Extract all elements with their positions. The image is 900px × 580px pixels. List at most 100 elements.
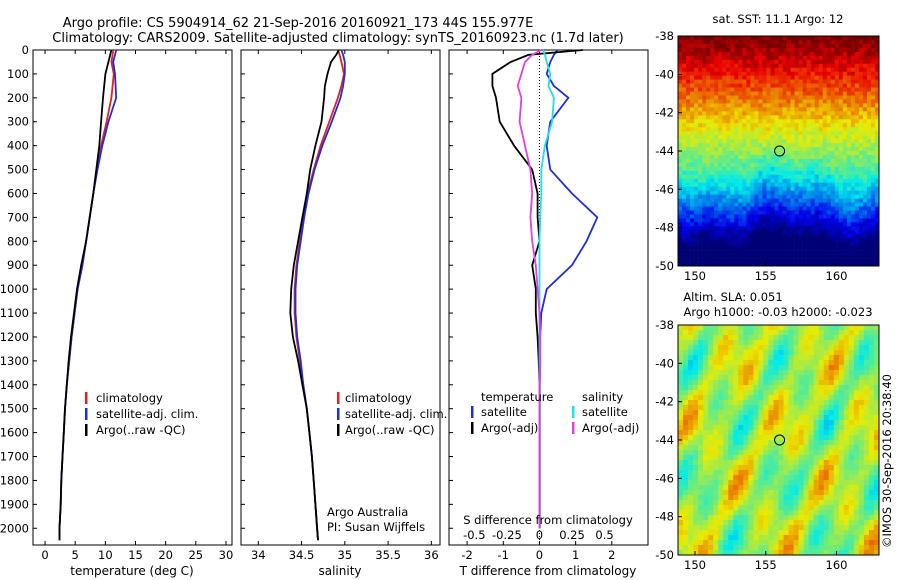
- heatmap-cell: [694, 131, 699, 136]
- heatmap-cell: [698, 166, 703, 172]
- heatmap-cell: [754, 47, 759, 53]
- heatmap-cell: [753, 550, 759, 556]
- heatmap-cell: [842, 154, 848, 160]
- heatmap-cell: [850, 111, 856, 116]
- heatmap-cell: [778, 390, 784, 396]
- heatmap-cell: [706, 214, 711, 219]
- heatmap-cell: [742, 39, 747, 45]
- heatmap-cell: [798, 400, 804, 406]
- heatmap-cell: [828, 490, 835, 496]
- heatmap-cell: [803, 470, 809, 476]
- heatmap-cell: [773, 365, 779, 371]
- heatmap-cell: [688, 390, 694, 396]
- heatmap-cell: [734, 147, 739, 152]
- heatmap-cell: [828, 535, 835, 541]
- heatmap-cell: [870, 119, 876, 124]
- heatmap-cell: [748, 490, 754, 496]
- heatmap-cell: [730, 43, 735, 49]
- heatmap-cell: [810, 246, 815, 251]
- heatmap-cell: [802, 202, 807, 207]
- heatmap-cell: [746, 178, 751, 184]
- x-tick-label: -2: [461, 548, 472, 562]
- heatmap-cell: [738, 440, 744, 446]
- heatmap-cell: [694, 210, 699, 215]
- heatmap-cell: [818, 475, 825, 481]
- heatmap-cell: [834, 67, 840, 72]
- heatmap-cell: [678, 99, 683, 104]
- heatmap-cell: [774, 258, 779, 263]
- heatmap-cell: [783, 485, 789, 491]
- heatmap-cell: [694, 51, 699, 57]
- heatmap-cell: [778, 435, 784, 441]
- legend-swatch-t-satellite: [471, 406, 474, 418]
- sst-heatmap: [678, 36, 880, 267]
- heatmap-cell: [706, 99, 711, 104]
- heatmap-cell: [823, 510, 830, 516]
- heatmap-cell: [758, 345, 764, 351]
- heatmap-cell: [682, 131, 687, 136]
- heatmap-cell: [783, 410, 789, 416]
- heatmap-cell: [688, 410, 694, 416]
- heatmap-cell: [850, 115, 856, 120]
- heatmap-cell: [706, 147, 711, 152]
- legend-swatch-s-satellite: [572, 406, 575, 418]
- heatmap-cell: [683, 380, 689, 386]
- heatmap-cell: [870, 103, 876, 108]
- heatmap-cell: [682, 119, 687, 124]
- heatmap-cell: [838, 226, 844, 231]
- heatmap-cell: [682, 254, 687, 259]
- heatmap-cell: [773, 535, 779, 541]
- heatmap-cell: [743, 520, 749, 526]
- heatmap-cell: [794, 222, 799, 227]
- heatmap-cell: [678, 226, 683, 231]
- heatmap-cell: [798, 103, 803, 108]
- heatmap-cell: [722, 242, 727, 247]
- heatmap-cell: [826, 246, 832, 251]
- heatmap-cell: [850, 198, 856, 203]
- heatmap-cell: [814, 162, 819, 168]
- heatmap-cell: [870, 83, 876, 88]
- heatmap-cell: [758, 143, 763, 148]
- heatmap-cell: [683, 550, 689, 556]
- heatmap-cell: [798, 131, 803, 136]
- heatmap-cell: [810, 154, 815, 160]
- heatmap-cell: [826, 230, 832, 235]
- heatmap-cell: [853, 420, 860, 426]
- heatmap-cell: [746, 246, 751, 251]
- heatmap-cell: [802, 39, 807, 45]
- heatmap-cell: [828, 500, 835, 506]
- heatmap-cell: [833, 545, 840, 551]
- heatmap-cell: [748, 425, 754, 431]
- heatmap-cell: [808, 405, 814, 411]
- heatmap-cell: [808, 365, 814, 371]
- heatmap-cell: [748, 435, 754, 441]
- heatmap-cell: [774, 71, 779, 76]
- heatmap-cell: [783, 475, 789, 481]
- heatmap-cell: [838, 262, 844, 267]
- y-tick-label: 1500: [0, 402, 29, 416]
- heatmap-cell: [698, 550, 704, 556]
- heatmap-cell: [803, 390, 809, 396]
- heatmap-cell: [790, 111, 795, 116]
- heatmap-cell: [874, 174, 880, 180]
- heatmap-cell: [738, 445, 744, 451]
- heatmap-cell: [698, 500, 704, 506]
- heatmap-cell: [773, 550, 779, 556]
- heatmap-cell: [738, 495, 744, 501]
- heatmap-cell: [826, 63, 832, 69]
- heatmap-cell: [758, 131, 763, 136]
- heatmap-cell: [703, 475, 709, 481]
- heatmap-cell: [690, 36, 695, 41]
- heatmap-cell: [706, 127, 711, 132]
- heatmap-cell: [718, 390, 724, 396]
- heatmap-cell: [746, 75, 751, 80]
- heatmap-cell: [762, 151, 767, 156]
- heatmap-cell: [738, 166, 743, 172]
- heatmap-cell: [734, 214, 739, 219]
- heatmap-cell: [733, 325, 739, 331]
- heatmap-cell: [858, 51, 864, 57]
- heatmap-cell: [774, 75, 779, 80]
- heatmap-cell: [854, 71, 860, 76]
- heatmap-cell: [728, 530, 734, 536]
- heatmap-cell: [773, 390, 779, 396]
